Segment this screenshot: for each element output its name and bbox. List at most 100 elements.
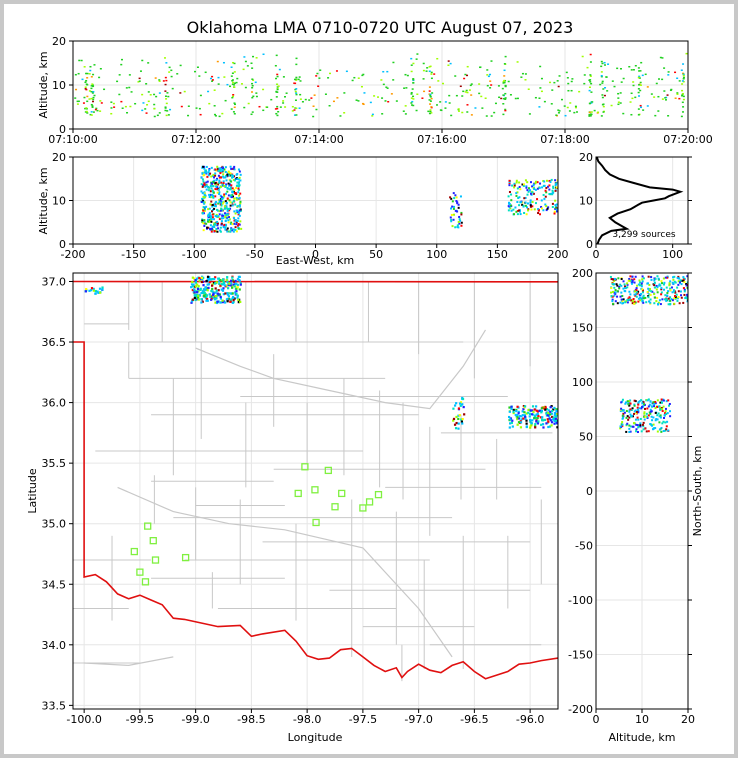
plan-view-source: [545, 412, 548, 415]
north-south-source: [663, 414, 666, 417]
east-west-source: [235, 196, 238, 199]
north-south-source: [682, 287, 685, 290]
plan-view-source: [530, 422, 533, 425]
plan-view-source: [533, 408, 536, 411]
plan-view-source: [540, 411, 543, 414]
plan-view-source: [224, 292, 227, 295]
plan-view-source: [208, 277, 211, 281]
time-height-source: [230, 66, 233, 68]
north-south-source: [646, 399, 649, 402]
time-height-source: [583, 82, 586, 85]
plan-view-source: [204, 288, 207, 291]
east-west-source: [213, 176, 216, 179]
east-west-source: [212, 196, 215, 199]
plan-view-source: [219, 297, 223, 300]
east-west-source: [201, 218, 204, 221]
time-height-source: [463, 77, 466, 80]
north-south-source: [664, 410, 667, 413]
east-west-source: [238, 205, 241, 208]
plan-view-source: [234, 279, 237, 283]
time-height-source: [84, 86, 87, 88]
time-height-source: [88, 73, 91, 75]
time-height-source: [294, 90, 297, 93]
plan-view-source: [98, 287, 102, 290]
plan-view-source: [527, 411, 530, 414]
east-west-source: [207, 215, 210, 218]
north-south-source: [634, 400, 637, 403]
north-south-source: [658, 421, 661, 424]
north-south-source: [662, 399, 665, 402]
north-south-source: [646, 282, 649, 285]
east-west-source: [515, 181, 518, 184]
east-west-source: [225, 228, 228, 231]
time-height-source: [165, 79, 168, 82]
north-south-source: [671, 281, 674, 284]
east-west-source: [231, 167, 234, 170]
time-height-source: [120, 58, 123, 61]
time-height-source: [428, 112, 431, 115]
north-south-xtick-label: 0: [593, 713, 600, 726]
time-height-source: [449, 62, 452, 65]
north-south-source: [661, 410, 664, 413]
time-height-source: [128, 74, 131, 76]
plan-view-ytick-label: 36.0: [42, 397, 67, 410]
time-height-source: [355, 99, 358, 101]
time-height-source: [588, 89, 591, 92]
north-south-source: [660, 426, 663, 429]
plan-view-source: [232, 299, 235, 302]
time-height-source: [110, 101, 113, 103]
north-south-source: [637, 283, 640, 286]
plan-view-source: [231, 297, 234, 300]
time-height-source: [214, 115, 217, 117]
time-height-source: [411, 100, 414, 103]
north-south-source: [616, 295, 619, 298]
north-south-source: [658, 405, 661, 408]
north-south-source: [682, 276, 685, 279]
east-west-source: [227, 219, 230, 222]
north-south-source: [647, 405, 650, 408]
time-height-source: [439, 109, 442, 111]
east-west-source: [202, 174, 205, 177]
east-west-source: [231, 195, 234, 198]
time-height-source: [534, 96, 537, 99]
east-west-source: [202, 180, 205, 183]
plan-view-source: [226, 280, 229, 283]
time-height-source: [667, 71, 670, 73]
north-south-sources: [609, 275, 688, 434]
plan-view-source: [94, 289, 97, 293]
east-west-source: [531, 200, 534, 203]
time-height-source: [170, 75, 173, 78]
north-south-source: [628, 279, 631, 282]
time-height-source: [457, 110, 460, 112]
time-height-source: [464, 91, 467, 93]
east-west-source: [522, 184, 525, 187]
time-height-source: [653, 96, 656, 98]
time-height-source: [226, 83, 229, 86]
north-south-source: [635, 423, 638, 426]
time-height-source: [147, 91, 150, 93]
time-height-source: [588, 79, 591, 82]
time-height-source: [218, 115, 221, 118]
plan-view-source: [200, 298, 203, 301]
time-height-source: [176, 73, 179, 75]
north-south-source: [675, 293, 678, 296]
plan-view-source: [529, 419, 532, 422]
time-height-source: [570, 80, 573, 83]
north-south-source: [634, 294, 637, 297]
north-south-source: [656, 399, 659, 402]
east-west-source: [210, 218, 213, 221]
east-west-source: [220, 195, 223, 198]
north-south-source: [674, 291, 677, 294]
time-height-source: [681, 101, 684, 104]
north-south-source: [635, 295, 638, 298]
east-west-source: [458, 215, 461, 218]
east-west-source: [532, 184, 535, 187]
east-west-source: [215, 227, 218, 230]
plan-view-source: [211, 277, 214, 281]
east-west-source: [454, 209, 457, 212]
plan-view-source: [517, 410, 520, 413]
time-height-source: [500, 97, 503, 100]
time-height-source: [250, 91, 253, 93]
east-west-source: [555, 186, 558, 189]
